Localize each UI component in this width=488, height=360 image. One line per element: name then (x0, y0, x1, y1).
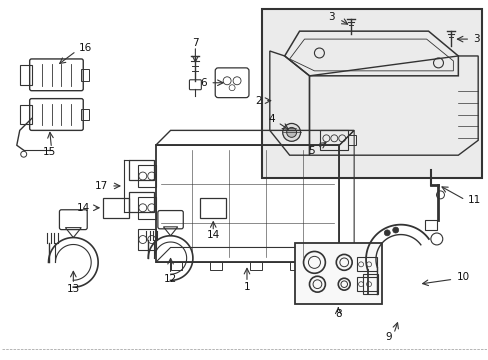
Bar (20, 65, 32, 85)
Text: 8: 8 (334, 309, 341, 319)
Bar (347, 135, 355, 145)
Bar (356, 257, 376, 271)
Text: 10: 10 (455, 272, 468, 282)
Bar (262, 9, 481, 178)
Bar (170, 262, 182, 270)
Text: 2: 2 (255, 96, 262, 105)
Text: 1: 1 (243, 282, 250, 292)
Bar (81, 109, 89, 121)
Text: 12: 12 (163, 274, 177, 284)
Bar (103, 198, 129, 218)
Bar (319, 262, 331, 270)
Text: 5: 5 (307, 146, 314, 156)
Bar (289, 262, 301, 270)
Bar (129, 160, 153, 180)
Bar (138, 197, 155, 219)
Circle shape (282, 123, 300, 141)
Text: 9: 9 (385, 332, 391, 342)
Bar (155, 145, 339, 262)
Text: 13: 13 (66, 284, 80, 294)
Bar (129, 192, 153, 212)
Circle shape (392, 227, 398, 233)
Bar (138, 165, 155, 187)
Circle shape (384, 230, 389, 236)
Bar (320, 130, 347, 150)
Bar (249, 262, 262, 270)
Bar (356, 277, 376, 291)
Text: 14: 14 (206, 230, 220, 239)
Bar (294, 243, 381, 304)
Text: 3: 3 (472, 34, 479, 44)
Text: 16: 16 (79, 43, 92, 53)
Circle shape (286, 127, 296, 137)
Bar (81, 69, 89, 81)
Text: 6: 6 (200, 78, 207, 88)
Bar (362, 274, 377, 294)
Text: 17: 17 (95, 181, 108, 191)
Text: 15: 15 (43, 147, 56, 157)
Text: 4: 4 (267, 114, 274, 125)
Bar (424, 220, 436, 230)
Text: 3: 3 (327, 12, 334, 22)
Text: 11: 11 (468, 195, 481, 205)
Bar (20, 105, 32, 125)
Bar (200, 198, 225, 218)
Bar (138, 229, 155, 251)
Bar (210, 262, 222, 270)
Text: 7: 7 (192, 38, 198, 48)
Text: 14: 14 (77, 203, 90, 213)
